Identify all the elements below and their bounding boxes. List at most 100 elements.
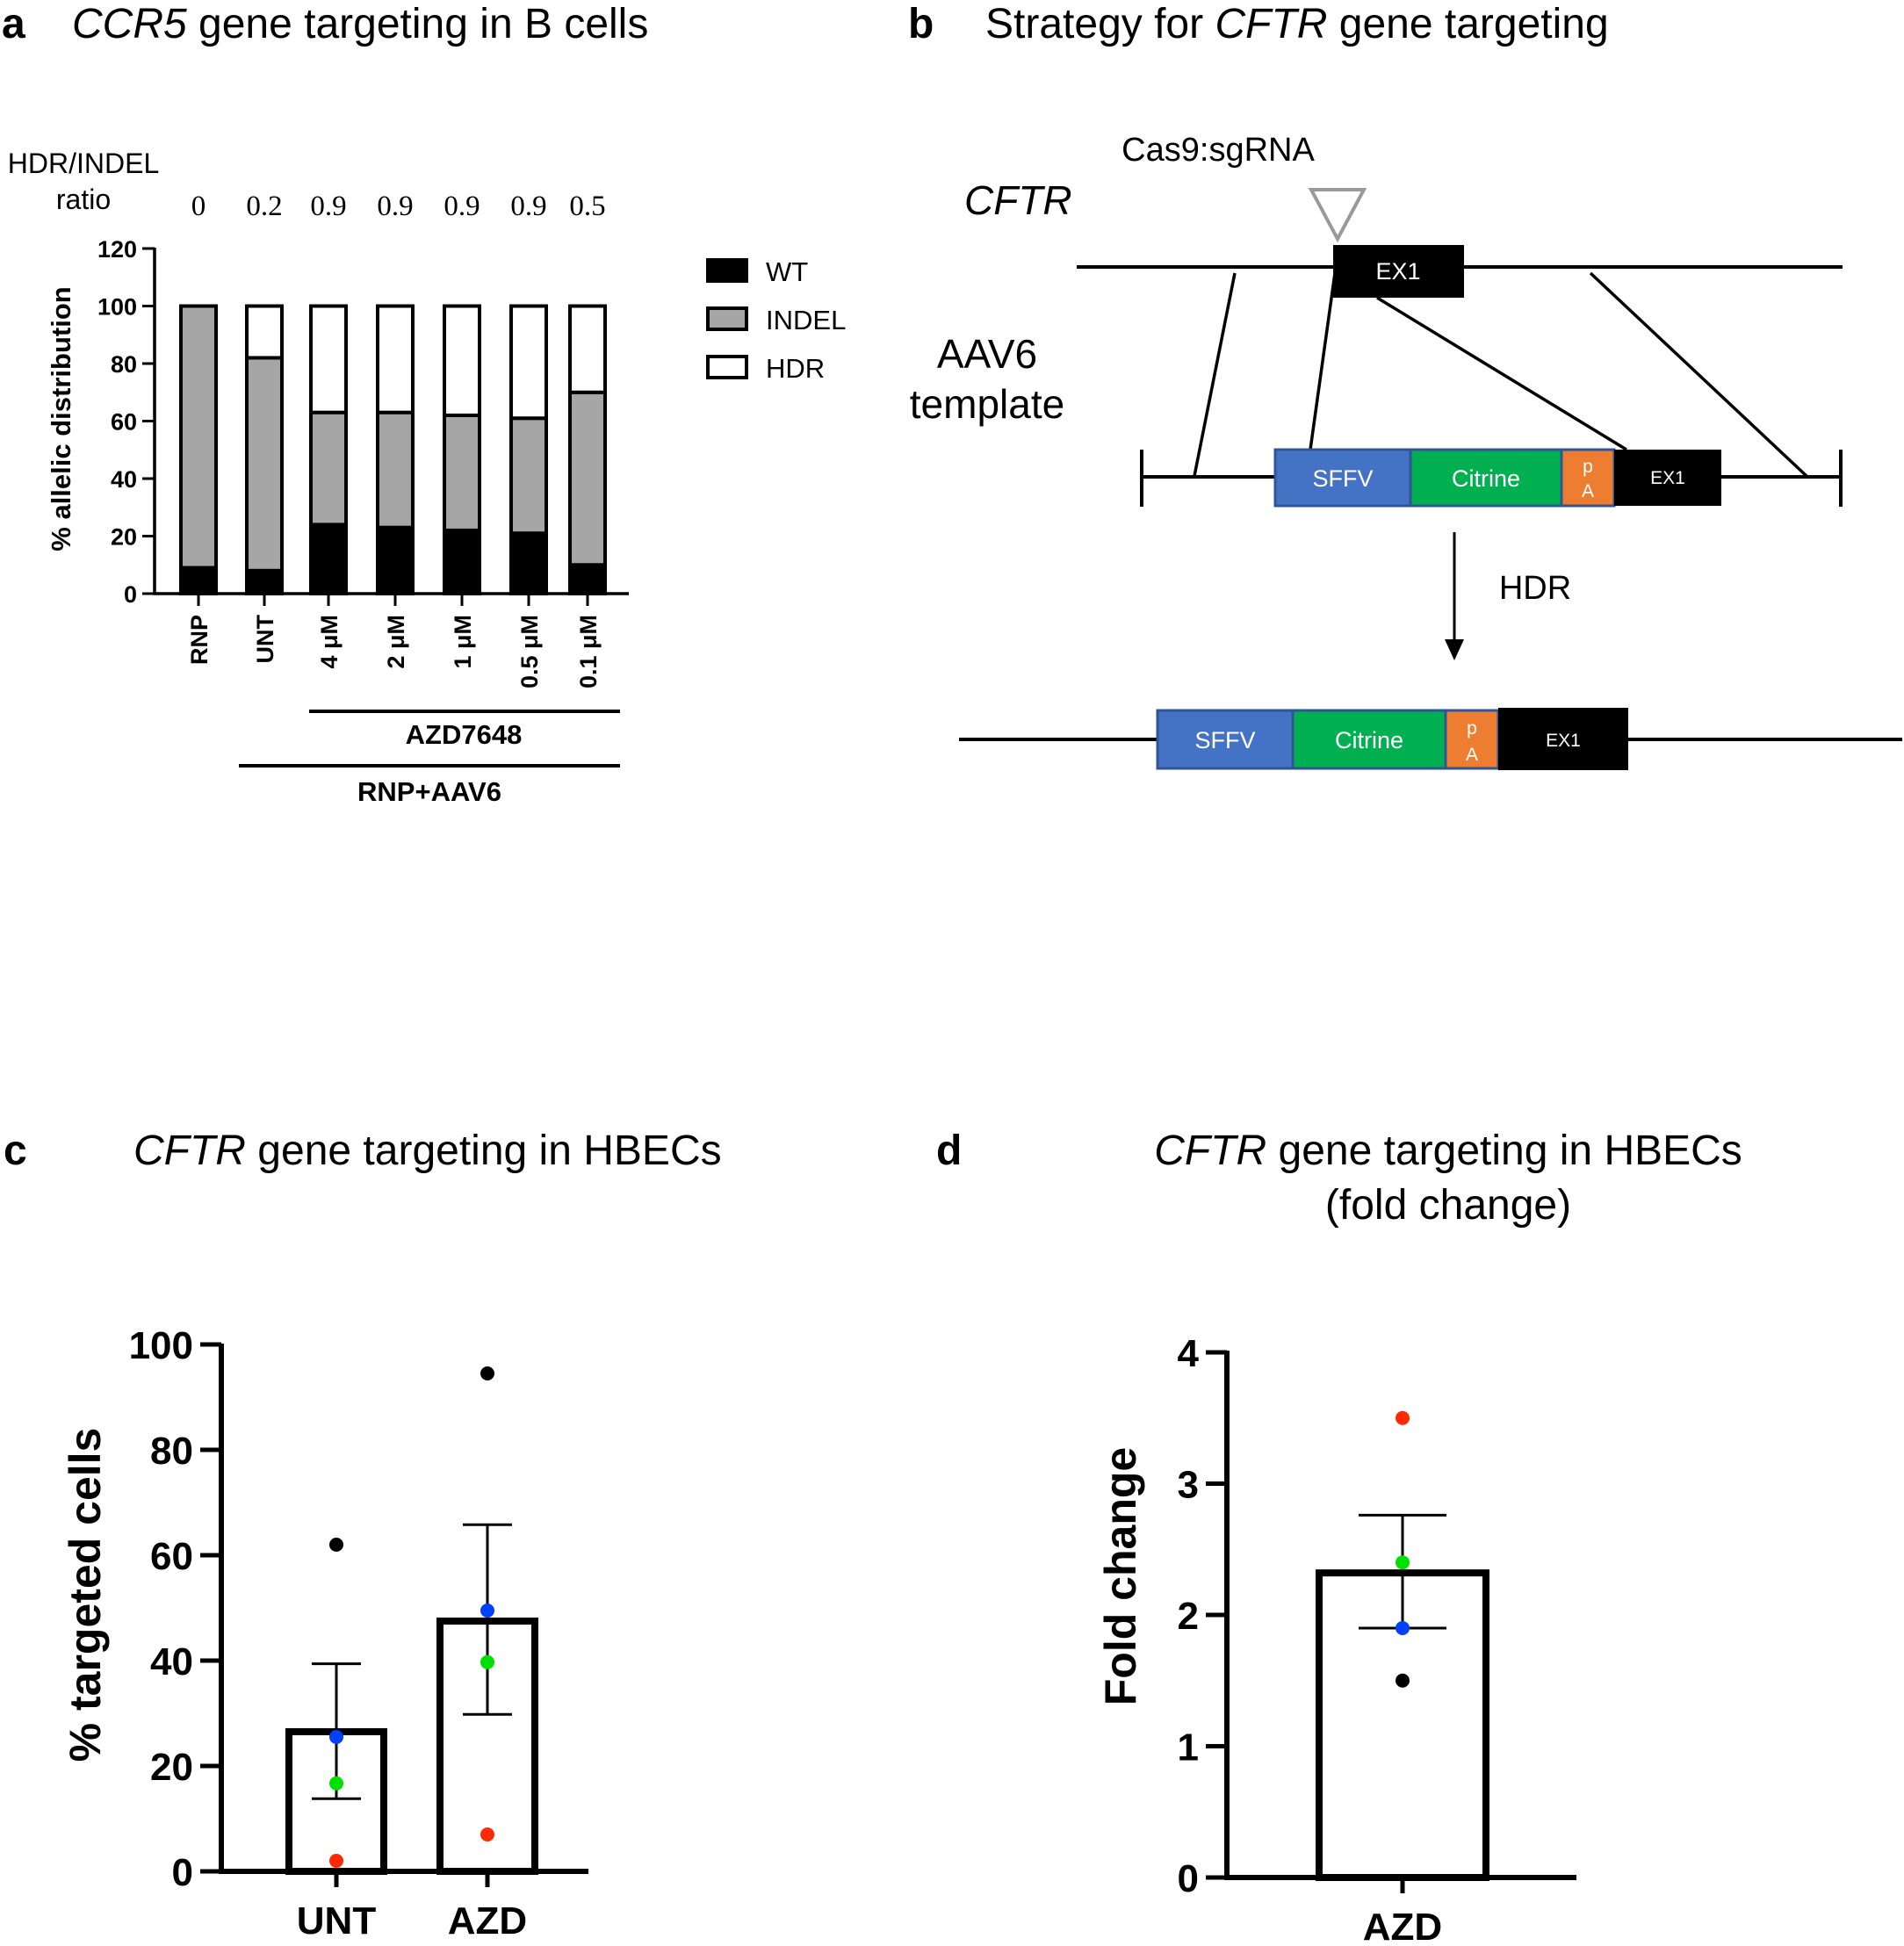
panel-a-title-gene: CCR5 [72,1,187,47]
bar-1-m-indel [443,413,481,532]
x-tick-label-0-5-m: 0.5 μM [516,615,543,688]
edited-polya-line1: p [1467,718,1477,739]
hdr-arrow-label: HDR [1499,570,1571,607]
panel-d-x-ticks: AZD [1363,1878,1442,1946]
panel-d-title: CFTR gene targeting in HBECs [1154,1128,1742,1174]
point-azd-red [480,1827,494,1841]
panel-d: d CFTR gene targeting in HBECs (fold cha… [936,1128,1742,1946]
panel-a-y-ticks: 0 20 40 60 80 100 120 [97,236,155,608]
point-azd-black [480,1366,494,1380]
edited-citrine-label: Citrine [1335,727,1403,753]
y-tick-label-0: 0 [124,581,137,608]
panel-a-legend: WT INDEL HDR [706,256,846,384]
bar-2-m-wt [376,525,415,595]
panel-c-letter: c [4,1128,27,1174]
y-tick-label-0: 0 [1178,1857,1199,1900]
edited-polya-box [1444,709,1500,770]
x-tick-label-2-m: 2 μM [383,615,409,669]
y-tick-label-80: 80 [150,1430,193,1473]
edited-citrine-box [1291,709,1447,770]
bar-0-5-m-hdr [509,304,548,421]
y-tick-label-40: 40 [111,466,137,493]
panel-a-y-axis-label: % allelic distribution [46,286,76,551]
panel-d-bars [1316,1410,1489,1882]
panel-d-y-axis-label: Fold change [1096,1447,1145,1705]
panel-d-title-line2: (fold change) [1325,1182,1571,1229]
panel-c-y-axis-label: % targeted cells [61,1428,110,1762]
homology-line-left-outer [1193,272,1237,477]
ratio-value-unt: 0.2 [246,191,282,222]
bar-4-m-hdr [309,304,348,414]
x-tick-label-1-m: 1 μM [450,615,476,669]
panel-b-title-rest: gene targeting [1327,1,1608,47]
bar-4-m-wt [309,523,348,596]
legend-label-indel: INDEL [766,305,846,335]
panel-a-bars [179,304,607,596]
cftr-locus-label: CFTR [964,177,1072,223]
panel-c-title-gene: CFTR [133,1128,246,1174]
template-polya-line2: A [1582,481,1594,501]
bar-unt-indel [245,356,284,573]
point-azd-black [1396,1673,1410,1688]
legend-swatch-hdr [706,355,748,379]
ratio-value-1-m: 0.9 [444,191,480,222]
ratio-value-rnp: 0 [191,191,206,222]
ratio-label-line2: ratio [56,184,111,215]
ratio-value-2-m: 0.9 [377,191,413,222]
x-tick-label-0-1-m: 0.1 μM [575,615,602,688]
bar-unt-wt [245,568,284,595]
panel-d-title-gene: CFTR [1154,1128,1266,1174]
legend-label-hdr: HDR [766,353,825,384]
y-tick-label-60: 60 [111,409,137,436]
bar-rnp-indel [179,304,218,570]
ratio-value-0-1-m: 0.5 [569,191,605,222]
x-tick-label-azd: AZD [448,1899,527,1942]
point-azd-red [1396,1410,1410,1425]
y-tick-label-40: 40 [150,1640,193,1683]
bar-2-m-indel [376,410,415,530]
hdr-arrow-head [1445,639,1464,660]
bar-0-1-m-wt [568,563,607,595]
homology-line-right-inner [1376,296,1627,451]
panel-c-bars [285,1366,538,1875]
x-tick-label-4-m: 4 μM [316,615,343,669]
point-unt-green [329,1776,343,1791]
y-tick-label-0: 0 [172,1851,193,1894]
edited-exon1-label: EX1 [1546,731,1581,751]
panel-c-y-ticks: 0 20 40 60 80 100 [129,1324,221,1894]
x-tick-label-unt: UNT [297,1899,377,1942]
panel-a-title-rest: gene targeting in B cells [187,1,649,47]
azd7648-label: AZD7648 [406,719,523,750]
panel-d-title-rest: gene targeting in HBECs [1266,1128,1742,1174]
template-exon1-label: EX1 [1650,468,1685,488]
edited-sffv-box [1156,709,1295,770]
panel-c-title: CFTR gene targeting in HBECs [133,1128,722,1174]
y-tick-label-20: 20 [150,1746,193,1789]
legend-label-wt: WT [766,256,808,287]
bar-1-m-wt [443,528,481,596]
template-citrine-label: Citrine [1452,465,1520,492]
y-tick-label-2: 2 [1178,1595,1199,1638]
edited-exon1-box [1498,708,1628,770]
y-tick-label-100: 100 [129,1324,193,1367]
template-sffv-box [1273,448,1412,508]
y-tick-label-100: 100 [97,294,137,321]
y-tick-label-120: 120 [97,236,137,263]
ratio-value-0-5-m: 0.9 [510,191,546,222]
panel-c: c CFTR gene targeting in HBECs % targete… [4,1128,722,1942]
locus-exon1-label: EX1 [1375,258,1420,285]
y-tick-label-20: 20 [111,524,137,551]
x-tick-label-azd: AZD [1363,1906,1442,1946]
bar-1-m-hdr [443,304,481,417]
bar-2-m-hdr [376,304,415,414]
aav6-label: AAV6 [937,331,1037,377]
bar-rnp-wt [179,566,218,596]
template-polya-line1: p [1583,457,1593,477]
y-tick-label-60: 60 [150,1535,193,1578]
locus-exon1-box [1333,245,1464,298]
template-label: template [910,381,1064,427]
x-tick-label-rnp: RNP [186,615,213,665]
legend-swatch-wt [706,258,748,283]
panel-c-title-rest: gene targeting in HBECs [246,1128,722,1174]
